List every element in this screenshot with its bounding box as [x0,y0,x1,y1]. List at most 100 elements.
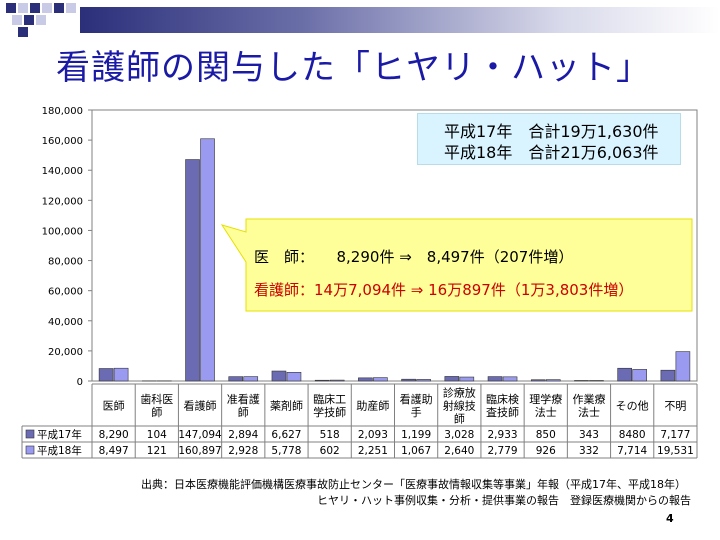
bar-2005-8 [444,376,460,382]
data-label-0-5: 518 [320,429,340,441]
bar-2006-2 [200,138,215,382]
page-number: 4 [666,512,674,525]
bar-2005-7 [401,378,416,382]
data-label-1-0: 8,497 [99,445,129,457]
data-label-0-7: 1,199 [401,429,431,441]
category-label-3: 師 [238,406,249,419]
legend-swatch-0 [25,429,35,439]
bar-2006-7 [416,379,431,382]
category-label-8: 診療放 [443,386,476,400]
y-tick-label: 0 [77,377,83,388]
bar-2006-5 [329,379,345,382]
data-label-1-10: 926 [536,445,556,457]
data-label-1-8: 2,640 [444,445,474,457]
bar-2005-12 [617,367,632,382]
category-label-5: 学技師 [313,405,346,419]
data-label-0-6: 2,093 [358,429,388,441]
category-label-3: 准看護 [227,392,260,406]
category-label-8: 射線技 [443,399,476,413]
data-label-0-12: 8480 [619,429,646,441]
data-label-1-7: 1,067 [401,445,431,457]
bar-2005-13 [660,369,676,382]
data-label-0-13: 7,177 [660,429,690,441]
title-bar-decoration [80,7,720,33]
data-label-0-0: 8,290 [99,429,129,441]
bar-2005-0 [98,368,114,382]
data-label-1-1: 121 [147,445,167,457]
totals-box: 平成17年 合計19万1,630件 平成18年 合計21万6,063件 [417,113,681,165]
bar-2005-4 [271,370,287,382]
bar-2006-4 [286,372,302,382]
bar-2006-0 [113,367,129,382]
data-label-0-2: 147,094 [178,429,222,441]
data-label-1-9: 2,779 [488,445,518,457]
category-label-13: 不明 [664,400,686,413]
corner-decoration [6,3,76,37]
data-label-1-12: 7,714 [617,445,647,457]
source-line-1: 出典：日本医療機能評価機構医療事故防止センター「医療事故情報収集等事業」年報（平… [141,478,686,491]
data-label-0-8: 3,028 [444,429,474,441]
bar-2005-5 [314,379,330,382]
bar-2006-6 [373,377,388,382]
y-tick-label: 80,000 [48,257,83,268]
bar-2006-8 [459,376,475,382]
y-tick-label: 100,000 [42,226,83,237]
bar-2005-11 [574,380,589,382]
category-label-10: 法士 [535,405,557,419]
data-label-0-11: 343 [579,429,599,441]
category-label-11: 作業療 [572,392,605,406]
category-label-10: 理学療 [529,392,562,406]
category-label-7: 手 [411,405,422,419]
data-label-0-1: 104 [147,429,167,441]
data-label-0-4: 6,627 [271,429,301,441]
y-tick-label: 120,000 [42,196,83,207]
category-label-9: 査技師 [486,405,519,419]
bar-2006-13 [675,351,691,382]
category-label-11: 法士 [578,405,600,419]
data-label-1-11: 332 [579,445,599,457]
category-label-4: 薬剤師 [270,399,303,413]
data-label-1-3: 2,928 [228,445,258,457]
bar-2005-10 [530,379,546,382]
source-line-2: ヒヤリ・ハット事例収集・分析・提供事業の報告 登録医療機関からの報告 [317,494,691,507]
category-label-1: 師 [151,406,162,419]
data-label-1-13: 19,531 [657,445,694,457]
bar-2005-9 [487,376,503,382]
y-tick-label: 60,000 [48,287,83,298]
plot-area [91,109,698,382]
data-label-0-3: 2,894 [228,429,258,441]
totals-line-2006: 平成18年 合計21万6,063件 [444,143,659,162]
bar-2006-9 [502,376,518,382]
y-tick-label: 160,000 [42,136,83,147]
y-tick-label: 140,000 [42,166,83,177]
bar-2005-6 [358,377,373,382]
category-label-9: 臨床検 [486,392,519,406]
category-label-12: その他 [616,400,649,413]
bar-2005-3 [228,376,244,382]
y-tick-label: 180,000 [42,106,83,117]
data-label-1-4: 5,778 [271,445,301,457]
category-label-7: 看護助 [400,392,433,406]
bar-2006-3 [243,376,259,382]
category-label-1: 歯科医 [140,392,173,406]
data-label-1-6: 2,251 [358,445,388,457]
legend-label-0: 平成17年 [37,428,82,441]
data-label-0-10: 850 [536,429,556,441]
callout-doctor: 医 師： 8,290件 ⇒ 8,497件（207件増） [254,248,574,266]
category-label-2: 看護師 [184,399,217,413]
y-tick-label: 40,000 [48,317,83,328]
data-label-0-9: 2,933 [488,429,518,441]
category-label-6: 助産師 [356,399,389,413]
page-title: 看護師の関与した「ヒヤリ・ハット」 [56,48,651,88]
data-label-1-5: 602 [320,445,340,457]
bar-2006-10 [545,379,561,382]
totals-line-2005: 平成17年 合計19万1,630件 [444,122,659,141]
y-tick-label: 20,000 [48,347,83,358]
callout-nurse: 看護師：14万7,094件 ⇒ 16万897件（1万3,803件増） [254,281,634,299]
legend-swatch-1 [25,445,35,455]
bar-2005-2 [185,159,200,382]
category-label-5: 臨床工 [313,392,346,406]
category-label-0: 医師 [103,400,125,413]
bar-2006-12 [632,369,647,382]
